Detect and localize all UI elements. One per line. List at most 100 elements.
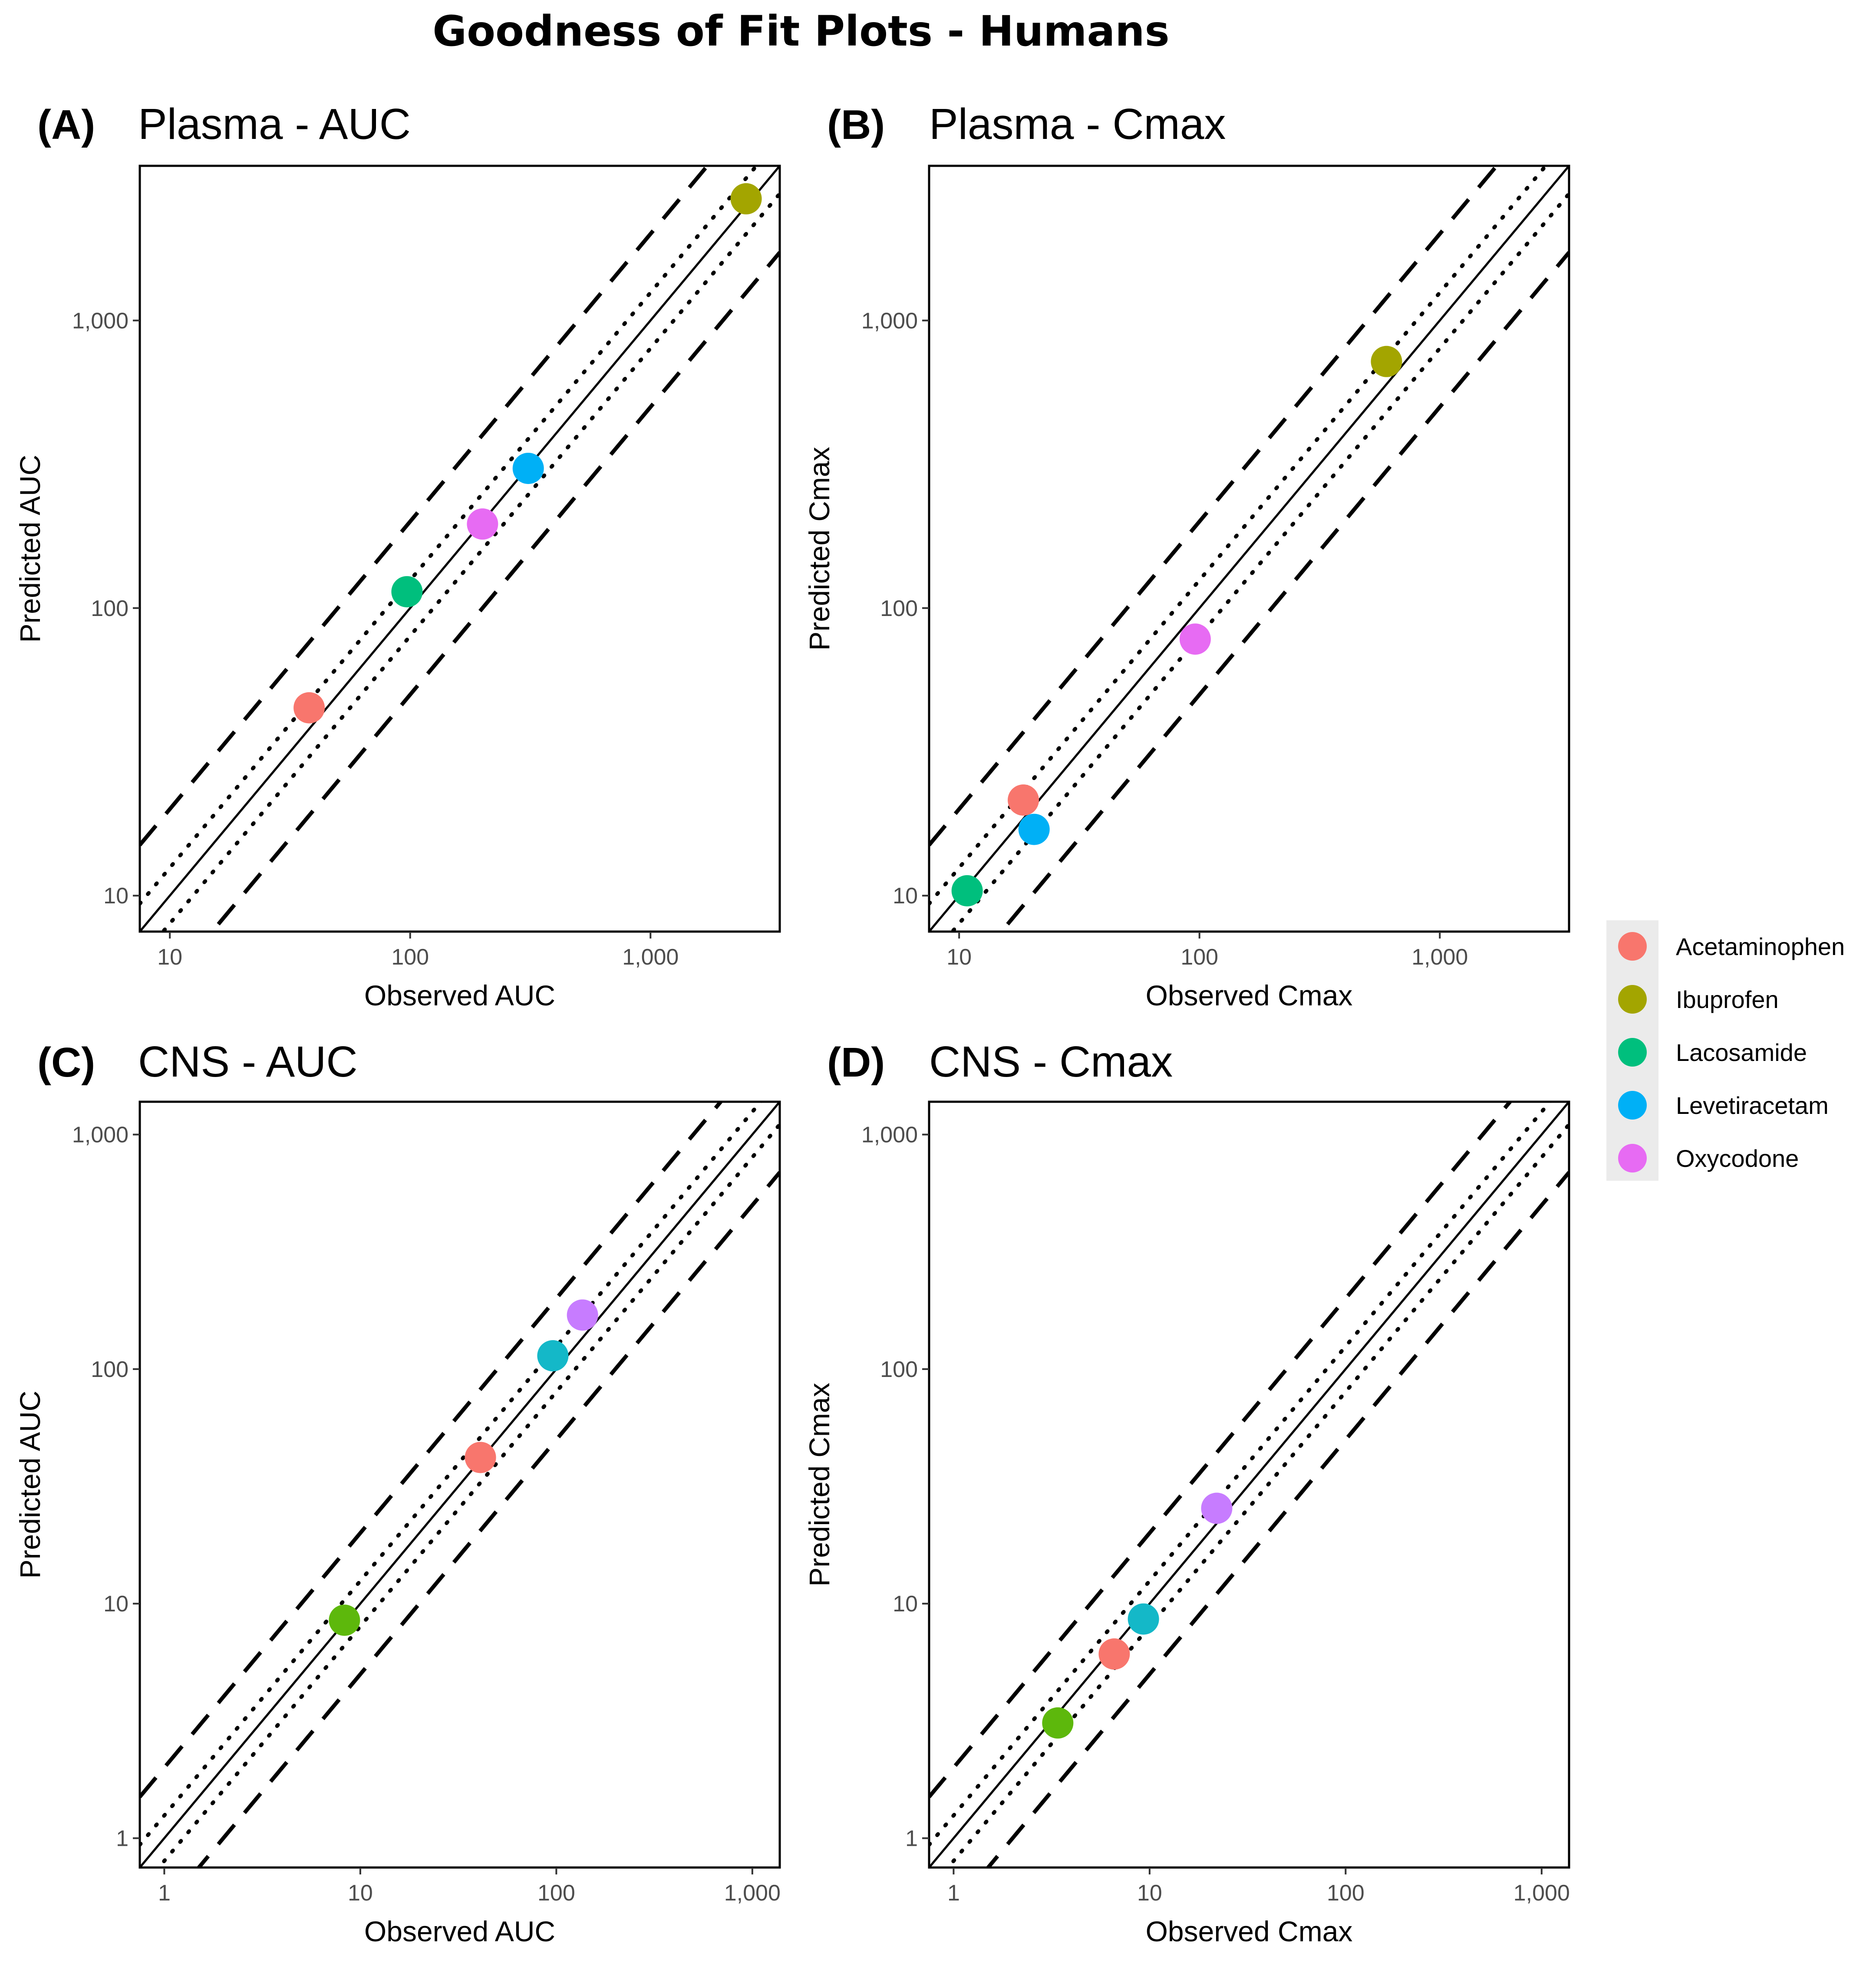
panel-tag: (C) [37,1039,95,1086]
y-tick-label: 1 [905,1826,918,1851]
panel-tag: (D) [827,1039,885,1086]
y-tick-label: 10 [893,883,918,909]
x-tick-label: 10 [1137,1881,1162,1906]
data-points [329,1299,598,1636]
panel-tag: (B) [827,102,885,148]
data-point-acetaminophen [1098,1638,1130,1670]
data-point-cns-cyan [1128,1603,1159,1635]
data-point-acetaminophen [1008,784,1039,816]
data-point-cns-cyan [537,1340,569,1372]
x-tick-label: 100 [1327,1881,1365,1906]
data-point-acetaminophen [293,692,325,724]
legend-label-oxycodone: Oxycodone [1676,1145,1799,1172]
panel-title: Plasma - AUC [138,100,411,148]
y-axis-label: Predicted Cmax [803,1383,835,1587]
x-tick-label: 100 [1180,945,1218,970]
identity-line [140,1102,780,1867]
lower-2-fold-line [999,251,1569,932]
upper-1.25-fold-line [140,166,759,906]
legend-label-ibuprofen: Ibuprofen [1676,986,1779,1013]
legend-label-levetiracetam: Levetiracetam [1676,1092,1829,1119]
data-points [951,346,1402,906]
legend-label-lacosamide: Lacosamide [1676,1039,1807,1066]
y-tick-label: 1,000 [861,1123,918,1148]
upper-2-fold-line [140,166,710,846]
data-point-oxycodone [1179,623,1211,655]
upper-1.25-fold-line [929,166,1549,906]
lower-2-fold-line [196,1171,780,1867]
panel-b: (B) Plasma - Cmax 10 100 1,000 10 100 1,000 Obse… [803,100,1570,1011]
data-point-lacosamide [391,576,423,608]
y-tick-label: 100 [91,596,129,621]
x-tick-label: 1,000 [724,1881,781,1906]
y-tick-label: 100 [91,1357,129,1382]
x-axis-label: Observed AUC [364,1915,555,1947]
data-points [1042,1492,1233,1739]
upper-1.25-fold-line [140,1102,764,1847]
figure-title: Goodness of Fit Plots - Humans [432,7,1169,56]
x-tick-label: 10 [348,1881,373,1906]
upper-2-fold-line [929,1102,1513,1798]
data-point-levetiracetam [512,452,544,484]
data-point-levetiracetam [1018,814,1050,845]
panel-a: (A) Plasma - AUC 10 100 1,000 10 100 1,000 Obser… [14,100,781,1011]
legend-key-levetiracetam [1618,1091,1647,1120]
data-point-oxycodone [467,508,498,540]
x-tick-label: 1 [947,1881,960,1906]
x-axis-label: Observed Cmax [1146,1915,1353,1947]
x-tick-label: 1,000 [1513,1881,1570,1906]
x-tick-label: 100 [391,945,429,970]
plot-frame [138,165,781,933]
panel-title: Plasma - Cmax [929,100,1226,148]
y-tick-label: 1,000 [72,308,129,333]
legend-label-acetaminophen: Acetaminophen [1676,933,1845,960]
data-point-lacosamide [951,875,983,906]
x-tick-label: 1,000 [622,945,679,970]
x-axis-label: Observed Cmax [1146,979,1353,1011]
x-tick-label: 1,000 [1411,945,1468,970]
data-point-cns-violet [567,1299,598,1331]
legend: Acetaminophen Ibuprofen Lacosamide Levetira… [1606,920,1845,1181]
data-point-acetaminophen [465,1442,496,1473]
x-tick-label: 1 [158,1881,171,1906]
legend-key-acetaminophen [1618,932,1647,961]
legend-key-lacosamide [1618,1038,1647,1067]
reference-lines [929,166,1569,932]
y-tick-label: 1,000 [861,308,918,333]
data-point-cns-green [1042,1707,1074,1739]
upper-1.25-fold-line [929,1102,1553,1847]
data-point-ibuprofen [1371,346,1402,377]
y-tick-label: 1 [116,1826,129,1851]
identity-line [929,1102,1569,1867]
panels: (A) Plasma - AUC 10 100 1,000 10 100 1,000 Obser… [14,100,1570,1947]
identity-line [140,166,780,932]
legend-key-ibuprofen [1618,985,1647,1014]
panel-tag: (A) [37,102,95,148]
x-tick-label: 10 [157,945,182,970]
y-axis-label: Predicted AUC [14,455,46,643]
y-tick-label: 1,000 [72,1123,129,1148]
x-axis-label: Observed AUC [364,979,555,1011]
x-tick-label: 100 [537,1881,575,1906]
plot-frame [928,1100,1570,1869]
data-point-ibuprofen [730,183,762,214]
lower-2-fold-line [209,251,780,932]
y-tick-label: 10 [103,1591,129,1617]
reference-lines [140,166,780,932]
plot-frame [138,1100,781,1869]
legend-key-oxycodone [1618,1144,1647,1173]
y-tick-label: 10 [103,883,129,909]
lower-1.25-fold-line [156,1122,780,1867]
y-tick-label: 10 [893,1591,918,1617]
plot-frame [928,165,1570,933]
data-point-cns-violet [1201,1492,1233,1524]
x-tick-label: 10 [946,945,972,970]
lower-1.25-fold-line [160,191,780,932]
lower-2-fold-line [986,1171,1569,1867]
y-tick-label: 100 [880,596,918,621]
y-axis-label: Predicted AUC [14,1391,46,1579]
reference-lines [140,1102,780,1867]
upper-2-fold-line [929,166,1500,846]
y-tick-label: 100 [880,1357,918,1382]
